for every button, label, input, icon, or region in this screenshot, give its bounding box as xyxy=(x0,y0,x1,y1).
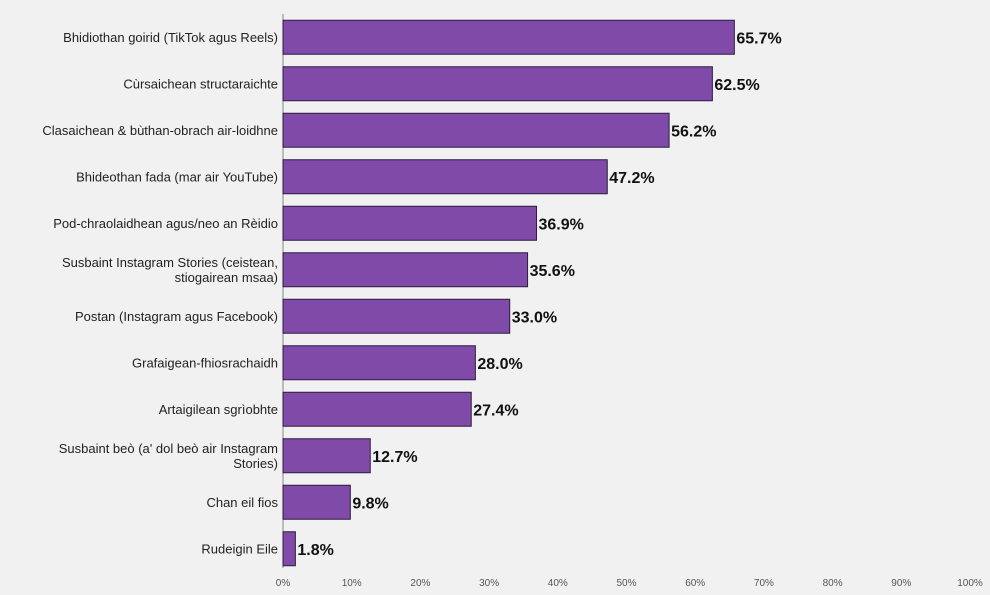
bar-5 xyxy=(282,205,538,241)
category-label: Artaigilean sgrìobhte xyxy=(159,402,278,417)
category-label-line: Grafaigean-fhiosrachaidh xyxy=(132,355,278,370)
category-label-line: Artaigilean sgrìobhte xyxy=(159,402,278,417)
category-label-line: Cùrsaichean structaraichte xyxy=(123,76,278,91)
value-label: 28.0% xyxy=(477,356,522,373)
category-label: Postan (Instagram agus Facebook) xyxy=(75,309,278,324)
category-label: Bhidiothan goirid (TikTok agus Reels) xyxy=(63,30,278,45)
value-label: 62.5% xyxy=(714,77,759,94)
bar-3 xyxy=(282,112,670,148)
category-label: Rudeigin Eile xyxy=(201,541,278,556)
category-label-line: Clasaichean & bùthan-obrach air-loidhne xyxy=(42,123,278,138)
bar-12 xyxy=(282,531,296,567)
x-tick-label: 30% xyxy=(479,578,499,589)
value-label: 33.0% xyxy=(512,309,557,326)
value-label: 27.4% xyxy=(473,402,518,419)
bar-2 xyxy=(282,66,713,102)
bar-9 xyxy=(282,391,472,427)
category-label: Pod-chraolaidhean agus/neo an Rèidio xyxy=(53,216,278,231)
category-label: Susbaint beò (a' dol beò air Instagram St… xyxy=(59,441,278,471)
x-tick-label: 20% xyxy=(410,578,430,589)
category-label-line: Susbaint beò (a' dol beò air Instagram xyxy=(59,441,278,456)
category-label-line: Pod-chraolaidhean agus/neo an Rèidio xyxy=(53,216,278,231)
x-tick-label: 80% xyxy=(823,578,843,589)
x-tick-label: 70% xyxy=(754,578,774,589)
value-label: 9.8% xyxy=(352,495,388,512)
bar-8 xyxy=(282,345,476,381)
category-label-line: Stories) xyxy=(233,456,278,471)
x-tick-label: 0% xyxy=(276,578,291,589)
category-label-line: Susbaint Instagram Stories (ceistean, xyxy=(62,255,278,270)
category-label: Bhideothan fada (mar air YouTube) xyxy=(76,169,278,184)
value-label: 1.8% xyxy=(297,542,333,559)
x-tick-label: 10% xyxy=(342,578,362,589)
category-label: Clasaichean & bùthan-obrach air-loidhne xyxy=(42,123,278,138)
x-tick-label: 50% xyxy=(616,578,636,589)
x-tick-label: 90% xyxy=(891,578,911,589)
category-label: Grafaigean-fhiosrachaidh xyxy=(132,355,278,370)
x-tick-label: 60% xyxy=(685,578,705,589)
x-tick-label: 40% xyxy=(548,578,568,589)
x-tick-label: 100% xyxy=(957,578,983,589)
value-label: 12.7% xyxy=(372,449,417,466)
category-label-line: Postan (Instagram agus Facebook) xyxy=(75,309,278,324)
value-label: 65.7% xyxy=(736,30,781,47)
bar-6 xyxy=(282,252,529,288)
value-label: 35.6% xyxy=(530,263,575,280)
value-label: 47.2% xyxy=(609,170,654,187)
category-label: Susbaint Instagram Stories (ceistean, sti… xyxy=(62,255,278,285)
category-label: Chan eil fios xyxy=(206,495,278,510)
category-label-line: Bhidiothan goirid (TikTok agus Reels) xyxy=(63,30,278,45)
bar-4 xyxy=(282,159,608,195)
bar-11 xyxy=(282,484,351,520)
category-label-line: Bhideothan fada (mar air YouTube) xyxy=(76,169,278,184)
value-label: 36.9% xyxy=(539,216,584,233)
bar-1 xyxy=(282,19,735,55)
category-label-line: Rudeigin Eile xyxy=(201,541,278,556)
category-label-line: Chan eil fios xyxy=(206,495,278,510)
category-label-line: stiogairean msaa) xyxy=(175,270,278,285)
value-label: 56.2% xyxy=(671,123,716,140)
bar-10 xyxy=(282,438,371,474)
bar-7 xyxy=(282,298,511,334)
category-label: Cùrsaichean structaraichte xyxy=(123,76,278,91)
